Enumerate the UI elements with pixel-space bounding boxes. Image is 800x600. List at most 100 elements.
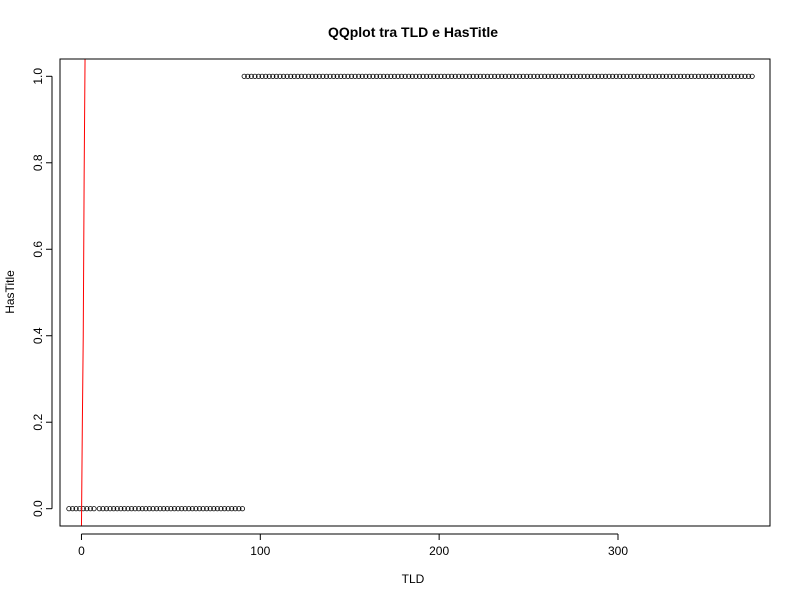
data-point [143,506,149,512]
data-point [645,73,651,79]
data-point [595,73,601,79]
data-point [341,73,347,79]
data-point [295,73,301,79]
data-point [132,506,138,512]
data-point [373,73,380,79]
data-point [182,506,188,512]
data-point [280,73,287,79]
data-point [542,73,548,79]
data-point [136,506,142,512]
data-point [685,73,691,79]
data-point [103,506,110,512]
data-point [484,73,491,79]
data-point [125,506,131,512]
data-point [153,506,160,512]
data-point [745,73,752,79]
data-point [388,73,394,79]
data-point [738,73,744,79]
y-tick-label: 0.6 [31,241,45,258]
data-point [474,73,480,79]
data-point [710,73,716,79]
data-point [232,506,238,512]
data-point [356,73,362,79]
y-axis: 0.0 0.2 0.4 0.6 0.8 1.0 [31,68,53,517]
data-point [681,73,687,79]
y-tick-label: 0.8 [31,154,45,171]
data-point [570,73,576,79]
data-point [456,73,462,79]
data-point [73,506,79,512]
data-point [524,73,530,79]
data-point [114,506,120,512]
data-point [663,73,669,79]
data-point [584,73,591,79]
data-point [288,73,294,79]
data-point [588,73,594,79]
data-point [189,506,195,512]
data-point [327,73,333,79]
data-point [520,73,526,79]
data-point [84,506,90,512]
data-point [69,506,76,512]
data-point [509,73,516,79]
data-point [291,73,297,79]
qq-reference-line [80,58,86,527]
data-point [241,73,247,79]
data-point [574,73,580,79]
x-tick-label: 0 [78,544,85,558]
data-point [236,506,242,512]
data-point [427,73,433,79]
data-point [377,73,383,79]
data-point [277,73,283,79]
data-point [703,73,709,79]
data-point [245,73,251,79]
data-point [395,73,401,79]
data-point [638,73,644,79]
data-point [438,73,444,79]
data-point [309,73,315,79]
data-point [111,506,117,512]
data-point [252,73,258,79]
data-point [649,73,655,79]
data-point [80,506,86,512]
data-point [196,506,203,512]
data-point [413,73,419,79]
data-point [713,73,719,79]
data-point [602,73,609,79]
data-point [348,73,355,79]
x-tick-label: 100 [250,544,270,558]
data-point [635,73,641,79]
data-point [255,73,262,79]
data-marks [66,58,755,527]
data-point [488,73,494,79]
data-point [502,73,508,79]
data-point [424,73,430,79]
data-point [491,73,498,79]
data-point [164,506,170,512]
x-tick-label: 200 [429,544,449,558]
data-point [298,73,305,79]
data-point [742,73,748,79]
data-point [214,506,220,512]
data-point [538,73,544,79]
data-point [717,73,723,79]
data-point [667,73,673,79]
data-point [270,73,276,79]
data-point [331,73,337,79]
data-point [150,506,156,512]
data-point [724,73,730,79]
data-point [466,73,473,79]
data-point [211,506,217,512]
data-point [652,73,659,79]
data-point [534,73,541,79]
data-point [363,73,369,79]
data-point [549,73,555,79]
data-point [445,73,451,79]
data-point [175,506,181,512]
data-point [218,506,224,512]
data-point [463,73,469,79]
data-point [179,506,185,512]
data-point [513,73,519,79]
